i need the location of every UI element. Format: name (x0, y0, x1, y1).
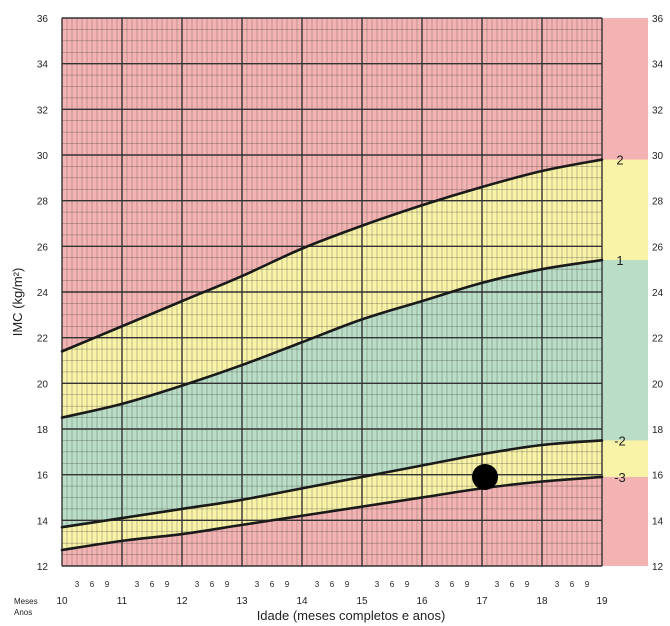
x-year-label: 11 (117, 596, 128, 607)
y-axis-title: IMC (kg/m²) (10, 268, 25, 337)
x-year-label: 16 (416, 596, 428, 607)
x-year-label: 14 (296, 596, 308, 607)
x-month-label: 9 (405, 580, 410, 589)
x-month-label: 6 (150, 580, 155, 589)
y-tick-label-right: 26 (652, 242, 664, 253)
x-month-label: 9 (465, 580, 470, 589)
y-tick-label-left: 20 (37, 379, 49, 390)
percentile-curves (60, 158, 604, 552)
y-tick-label-right: 12 (652, 562, 664, 573)
major-gridlines (61, 17, 603, 567)
y-tick-label-right: 22 (652, 334, 664, 345)
y-tick-label-left: 18 (37, 425, 49, 436)
data-point (472, 463, 498, 490)
y-tick-label-right: 24 (652, 288, 664, 299)
x-month-label: 9 (285, 580, 290, 589)
y-tick-label-left: 30 (37, 151, 49, 162)
x-month-label: 6 (210, 580, 215, 589)
y-tick-label-right: 20 (652, 379, 664, 390)
x-month-label: 3 (375, 580, 380, 589)
strip-yellow-upper (602, 159, 648, 261)
y-tick-label-left: 28 (37, 197, 49, 208)
y-tick-label-right: 14 (652, 516, 664, 527)
x-axis-title: Idade (meses completos e anos) (257, 608, 446, 623)
y-tick-label-left: 34 (37, 60, 49, 71)
y-tick-label-right: 16 (652, 471, 664, 482)
x-month-label: 3 (255, 580, 260, 589)
strip-yellow-lower (602, 440, 648, 477)
x-month-label: 6 (330, 580, 335, 589)
curve-label-2: 2 (616, 153, 623, 168)
x-year-label: 10 (56, 596, 68, 607)
meses-label: Meses (14, 597, 38, 606)
y-tick-label-left: 14 (37, 516, 49, 527)
data-points (472, 463, 498, 490)
curve-2 (60, 158, 604, 353)
x-month-label: 3 (315, 580, 320, 589)
x-year-label: 12 (176, 596, 188, 607)
x-month-label: 9 (585, 580, 590, 589)
y-tick-label-right: 36 (652, 14, 664, 25)
x-month-label: 9 (345, 580, 350, 589)
curve-1 (60, 258, 604, 419)
y-tick-label-right: 18 (652, 425, 664, 436)
x-month-label: 9 (105, 580, 110, 589)
x-year-label: 13 (236, 596, 248, 607)
x-month-label: 9 (525, 580, 530, 589)
strip-green (602, 260, 648, 441)
y-tick-label-left: 36 (37, 14, 49, 25)
y-tick-label-right: 34 (652, 60, 664, 71)
x-month-label: 9 (225, 580, 230, 589)
x-month-label: 6 (90, 580, 95, 589)
y-tick-label-left: 12 (37, 562, 49, 573)
y-tick-label-left: 22 (37, 334, 49, 345)
x-month-label: 3 (495, 580, 500, 589)
curve-labels: 2 1 -2 -3 (614, 153, 626, 485)
curve-label--3: -3 (614, 470, 626, 485)
y-tick-label-left: 16 (37, 471, 49, 482)
x-month-label: 3 (135, 580, 140, 589)
x-year-label: 17 (476, 596, 488, 607)
x-month-label: 6 (570, 580, 575, 589)
curve--3 (60, 475, 604, 552)
x-year-label: 15 (356, 596, 368, 607)
curve-label-1: 1 (616, 253, 623, 268)
x-month-label: 6 (450, 580, 455, 589)
anos-label: Anos (14, 608, 32, 617)
x-month-label: 3 (435, 580, 440, 589)
x-month-label: 9 (165, 580, 170, 589)
y-tick-label-left: 26 (37, 242, 49, 253)
y-tick-label-right: 32 (652, 105, 664, 116)
y-tick-label-left: 32 (37, 105, 49, 116)
x-year-label: 18 (536, 596, 548, 607)
x-month-label: 3 (195, 580, 200, 589)
x-month-label: 6 (270, 580, 275, 589)
y-tick-label-right: 30 (652, 151, 664, 162)
x-month-label: 6 (390, 580, 395, 589)
x-year-label: 19 (596, 596, 608, 607)
y-tick-label-right: 28 (652, 197, 664, 208)
x-month-label: 3 (555, 580, 560, 589)
x-month-label: 6 (510, 580, 515, 589)
curve--2 (60, 439, 604, 529)
curve-label--2: -2 (614, 433, 626, 448)
y-tick-label-left: 24 (37, 288, 49, 299)
x-month-label: 3 (75, 580, 80, 589)
